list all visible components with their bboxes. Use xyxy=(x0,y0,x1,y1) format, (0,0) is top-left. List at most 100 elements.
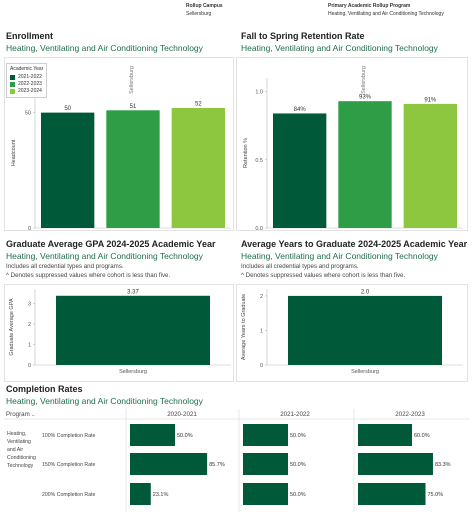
gpa-note-credentials: Includes all credential types and progra… xyxy=(6,263,124,270)
completion-chart: Program .. 2020-2021 2021-2022 2022-2023 Hea… xyxy=(4,409,470,512)
y-tick-label: 3 xyxy=(28,301,31,307)
years-note-credentials: Includes all credential types and progra… xyxy=(241,263,359,270)
legend-swatch-icon xyxy=(10,81,15,87)
year-column-header: 2020-2021 xyxy=(167,411,197,418)
y-tick-label: 0 xyxy=(28,363,31,369)
bar-2021-2022 xyxy=(273,113,327,228)
bar-value-label: 50 xyxy=(64,106,71,112)
completion-table: Program .. 2020-2021 2021-2022 2022-2023 Hea… xyxy=(4,408,470,514)
gpa-note-suppressed: ^ Denotes suppressed values where cohort… xyxy=(6,272,171,279)
gpa-subtitle: Heating, Ventilating and Air Conditionin… xyxy=(6,251,203,261)
retention-title: Fall to Spring Retention Rate xyxy=(241,31,365,41)
program-name-line: Technology xyxy=(7,463,34,469)
completion-row-label: 200% Completion Rate xyxy=(42,492,95,498)
completion-value-label: 23.1% xyxy=(153,492,169,498)
legend-swatch-icon xyxy=(10,74,15,80)
years-title: Average Years to Graduate 2024-2025 Acad… xyxy=(241,239,468,249)
enrollment-title: Enrollment xyxy=(6,31,54,41)
completion-title: Completion Rates xyxy=(6,384,83,394)
completion-row-label: 150% Completion Rate xyxy=(42,462,95,468)
bar-2022-2023 xyxy=(106,110,160,228)
x-category-label: Sellersburg xyxy=(119,369,147,375)
bar-2021-2022 xyxy=(41,112,95,228)
bar-value-label: 51 xyxy=(130,104,137,110)
bar-value-label: 52 xyxy=(195,102,202,108)
y-tick-label: 0 xyxy=(260,363,263,369)
legend-item-2021-2022[interactable]: 2021-2022 xyxy=(10,74,43,80)
y-axis-title: Average Years to Graduate xyxy=(241,294,247,360)
y-tick-label: 1 xyxy=(28,342,31,348)
completion-value-label: 60.0% xyxy=(414,433,430,439)
completion-bar xyxy=(358,424,412,446)
y-axis-title: Graduate Average GPA xyxy=(9,298,15,356)
bar-value-label: 3.37 xyxy=(127,289,139,295)
enrollment-panel: 0 50 Headcount Sellersburg 50 51 52 xyxy=(4,57,234,232)
enrollment-subtitle: Heating, Ventilating and Air Conditionin… xyxy=(6,43,203,53)
completion-value-label: 85.7% xyxy=(209,462,225,468)
legend-swatch-icon xyxy=(10,88,15,94)
program-name-line: Ventilating xyxy=(7,439,31,445)
year-column-header: 2021-2022 xyxy=(280,411,310,418)
completion-row-label: 100% Completion Rate xyxy=(42,433,95,439)
completion-bar xyxy=(130,483,151,505)
y-tick-label: 0 xyxy=(28,226,31,230)
y-tick-label: 0.5 xyxy=(255,158,263,164)
completion-value-label: 75.0% xyxy=(428,492,444,498)
program-name-line: and Air xyxy=(7,447,23,453)
years-panel: 0 1 2 Average Years to Graduate 2.0 Sellersbu… xyxy=(236,284,468,382)
legend-label: 2022-2023 xyxy=(18,81,42,87)
years-chart: 0 1 2 Average Years to Graduate 2.0 Sellersbu… xyxy=(241,289,463,375)
bar-value-label: 93% xyxy=(359,95,372,101)
legend-item-2023-2024[interactable]: 2023-2024 xyxy=(10,88,43,94)
completion-bar xyxy=(243,483,288,505)
program-column-header: Program .. xyxy=(6,411,35,418)
completion-bar xyxy=(130,424,175,446)
column-header: Sellersburg xyxy=(361,66,367,94)
program-name-line: Heating, xyxy=(7,431,26,437)
retention-chart: 0.0 0.5 1.0 Retention % Sellersburg 84% 93% 91% xyxy=(243,66,463,232)
completion-value-label: 50.0% xyxy=(177,433,193,439)
y-tick-label: 2 xyxy=(28,322,31,328)
gpa-panel: 0 1 2 3 Graduate Average GPA 3.37 Sellersburg xyxy=(4,284,234,382)
bar-sellersburg xyxy=(56,295,210,365)
program-name-line: Conditioning xyxy=(7,455,36,461)
bar-2023-2024 xyxy=(403,103,457,228)
retention-subtitle: Heating, Ventilating and Air Conditionin… xyxy=(241,43,438,53)
campus-filter-label: Rollup Campus xyxy=(186,3,223,9)
year-column-header: 2022-2023 xyxy=(395,411,425,418)
y-tick-label: 2 xyxy=(260,294,263,300)
completion-value-label: 83.3% xyxy=(435,462,451,468)
y-tick-label: 50 xyxy=(25,111,31,117)
y-tick-label: 1 xyxy=(260,328,263,334)
completion-value-label: 50.0% xyxy=(290,492,306,498)
campus-filter-value[interactable]: Sellersburg xyxy=(186,11,212,17)
years-subtitle: Heating, Ventilating and Air Conditionin… xyxy=(241,251,438,261)
enrollment-chart: 0 50 Headcount Sellersburg 50 51 52 xyxy=(11,66,231,232)
years-note-suppressed: ^ Denotes suppressed values where cohort… xyxy=(241,272,406,279)
academic-year-legend: Academic Year 2021-2022 2022-2023 2023-2… xyxy=(6,63,48,98)
gpa-title: Graduate Average GPA 2024-2025 Academic … xyxy=(6,239,216,249)
program-filter-label: Primary Academic Rollup Program xyxy=(328,3,411,9)
completion-bar xyxy=(358,453,433,475)
completion-value-label: 50.0% xyxy=(290,433,306,439)
completion-subtitle: Heating, Ventilating and Air Conditionin… xyxy=(6,396,203,406)
completion-bar xyxy=(243,424,288,446)
gpa-chart: 0 1 2 3 Graduate Average GPA 3.37 Sellersburg xyxy=(9,289,231,375)
completion-bar xyxy=(243,453,288,475)
completion-value-label: 50.0% xyxy=(290,462,306,468)
bar-2022-2023 xyxy=(338,101,392,228)
x-category-label: Sellersburg xyxy=(351,369,379,375)
bar-value-label: 2.0 xyxy=(361,289,370,295)
retention-panel: 0.0 0.5 1.0 Retention % Sellersburg 84% 93% 91% xyxy=(236,57,468,232)
bar-value-label: 91% xyxy=(424,97,437,103)
legend-title: Academic Year xyxy=(10,66,44,72)
legend-label: 2023-2024 xyxy=(18,88,42,94)
program-filter-value[interactable]: Heating, Ventilating and Air Conditionin… xyxy=(328,11,444,17)
bar-2023-2024 xyxy=(171,108,225,228)
completion-bar xyxy=(130,453,208,475)
column-header: Sellersburg xyxy=(129,66,135,94)
completion-bar xyxy=(358,483,426,505)
bar-value-label: 84% xyxy=(294,107,307,113)
legend-item-2022-2023[interactable]: 2022-2023 xyxy=(10,81,43,87)
y-axis-title: Retention % xyxy=(243,138,249,168)
